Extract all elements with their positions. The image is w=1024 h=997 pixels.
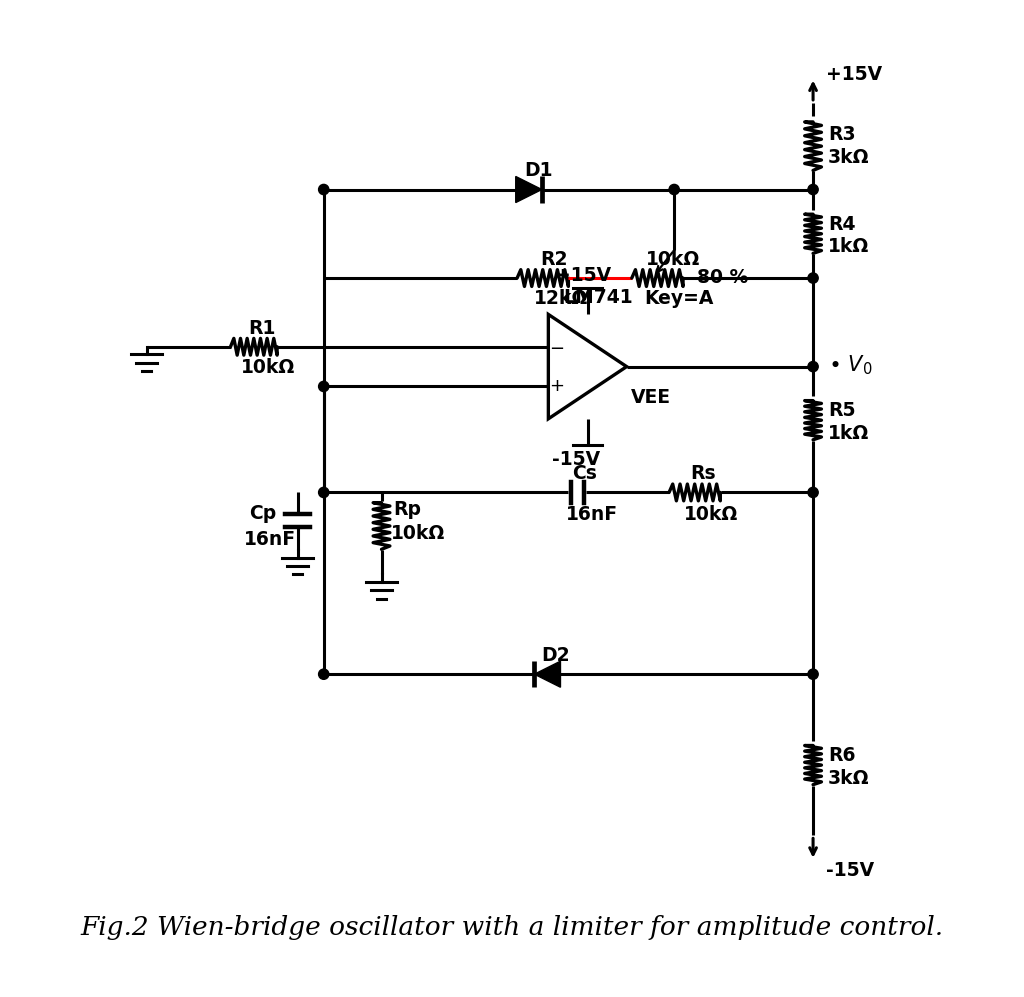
Circle shape bbox=[808, 184, 818, 194]
Text: 16nF: 16nF bbox=[244, 529, 296, 548]
Circle shape bbox=[318, 488, 329, 498]
Text: $-$: $-$ bbox=[549, 338, 564, 356]
Circle shape bbox=[808, 362, 818, 372]
Text: 10kΩ: 10kΩ bbox=[683, 505, 737, 524]
Circle shape bbox=[669, 184, 679, 194]
Circle shape bbox=[808, 273, 818, 283]
Text: 3kΩ: 3kΩ bbox=[828, 148, 869, 166]
Text: R6: R6 bbox=[828, 747, 855, 766]
Text: R1: R1 bbox=[248, 319, 275, 338]
Text: 3kΩ: 3kΩ bbox=[828, 769, 869, 788]
Text: -15V: -15V bbox=[552, 451, 600, 470]
Text: LM741: LM741 bbox=[563, 288, 633, 307]
Text: $+$: $+$ bbox=[549, 378, 564, 396]
Text: R5: R5 bbox=[828, 402, 855, 421]
Text: 12kΩ: 12kΩ bbox=[534, 289, 588, 308]
Text: -15V: -15V bbox=[826, 861, 874, 880]
Text: Cs: Cs bbox=[571, 465, 597, 484]
Text: 10kΩ: 10kΩ bbox=[646, 250, 700, 269]
Polygon shape bbox=[535, 661, 560, 687]
Text: 16nF: 16nF bbox=[566, 505, 618, 524]
Text: Key=A: Key=A bbox=[644, 289, 714, 308]
Text: Cp: Cp bbox=[249, 504, 276, 523]
Text: 1kΩ: 1kΩ bbox=[828, 237, 869, 256]
Text: D1: D1 bbox=[524, 162, 553, 180]
Text: Fig.2 Wien-bridge oscillator with a limiter for amplitude control.: Fig.2 Wien-bridge oscillator with a limi… bbox=[81, 915, 943, 940]
Text: +15V: +15V bbox=[826, 66, 883, 85]
Text: R3: R3 bbox=[828, 126, 856, 145]
Text: +15V: +15V bbox=[555, 266, 611, 285]
Text: Rs: Rs bbox=[690, 465, 716, 484]
Circle shape bbox=[318, 184, 329, 194]
Text: $\bullet\ V_0$: $\bullet\ V_0$ bbox=[828, 354, 872, 378]
Text: 80 %: 80 % bbox=[696, 267, 748, 286]
Polygon shape bbox=[516, 176, 542, 202]
Text: R4: R4 bbox=[828, 215, 855, 234]
Text: 1kΩ: 1kΩ bbox=[828, 424, 869, 443]
Text: 10kΩ: 10kΩ bbox=[241, 358, 295, 377]
Text: 10kΩ: 10kΩ bbox=[391, 524, 445, 543]
Text: VEE: VEE bbox=[632, 389, 672, 408]
Circle shape bbox=[808, 488, 818, 498]
Text: R2: R2 bbox=[540, 250, 567, 269]
Text: Rp: Rp bbox=[393, 499, 422, 518]
Circle shape bbox=[318, 381, 329, 392]
Text: D2: D2 bbox=[541, 646, 569, 665]
Circle shape bbox=[318, 669, 329, 679]
Circle shape bbox=[808, 669, 818, 679]
